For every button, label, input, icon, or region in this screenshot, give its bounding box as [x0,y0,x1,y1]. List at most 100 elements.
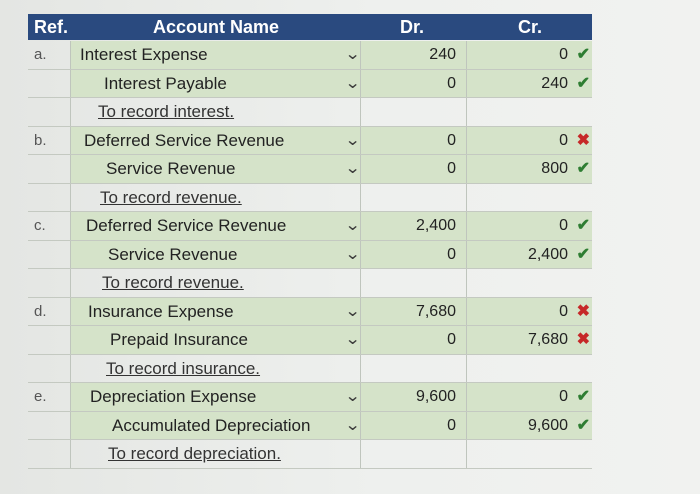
row-divider [28,97,592,98]
row-divider [28,353,592,355]
col-divider [360,269,361,297]
col-divider [70,269,71,297]
credit-input[interactable]: 9,600 [527,416,568,434]
account-select[interactable]: Deferred Service Revenue [84,130,285,150]
col-divider [70,354,71,383]
row-divider [28,467,592,469]
row-shade [70,297,592,326]
entry-ref: b. [34,131,47,149]
row-divider [28,296,592,298]
col-divider [360,240,361,269]
col-divider [360,440,361,468]
row-shade [70,326,592,354]
memo-line: To record insurance. [28,354,592,383]
row-shade [70,155,592,183]
col-divider [70,240,71,269]
debit-input[interactable]: 0 [447,160,456,177]
check-icon: ✔ [576,74,590,92]
debit-input[interactable]: 0 [447,416,456,434]
debit-input[interactable]: 9,600 [415,388,456,405]
chevron-down-icon[interactable]: ⌄ [344,388,361,405]
col-divider [466,240,467,269]
col-divider [70,126,71,155]
debit-input[interactable]: 0 [447,331,456,348]
row-shade [70,212,592,240]
table-header: Ref. Account Name Dr. Cr. [28,14,592,40]
debit-input[interactable]: 7,680 [415,302,456,320]
memo-line: To record depreciation. [28,440,592,468]
chevron-down-icon[interactable]: ⌄ [344,74,361,92]
journal-line: e. Depreciation Expense ⌄ 9,600 0 ✔ [28,383,592,411]
credit-input[interactable]: 0 [559,46,568,63]
col-divider [70,297,71,326]
cross-icon: ✖ [576,131,590,149]
entry-ref: a. [34,46,47,63]
account-select[interactable]: Deferred Service Revenue [86,216,287,235]
account-select[interactable]: Insurance Expense [88,301,234,321]
journal-line: Service Revenue ⌄ 0 2,400 ✔ [28,240,592,269]
debit-input[interactable]: 0 [447,74,456,92]
col-divider [466,354,467,383]
credit-input[interactable]: 7,680 [527,331,568,348]
cross-icon: ✖ [576,302,590,320]
account-select[interactable]: Interest Payable [104,73,227,93]
account-select[interactable]: Accumulated Depreciation [112,415,311,435]
row-shade [70,240,592,269]
row-shade [70,69,592,98]
col-divider [70,69,71,98]
account-select[interactable]: Service Revenue [108,244,238,264]
debit-input[interactable]: 240 [429,46,456,63]
col-divider [70,183,71,212]
row-divider [28,439,592,440]
col-divider [466,183,467,212]
chevron-down-icon[interactable]: ⌄ [344,46,361,63]
journal-line: Service Revenue ⌄ 0 800 ✔ [28,155,592,183]
debit-input[interactable]: 0 [447,245,456,263]
row-divider [28,382,592,383]
debit-input[interactable]: 0 [447,131,456,149]
header-ref: Ref. [34,17,69,37]
credit-input[interactable]: 240 [541,74,568,92]
chevron-down-icon[interactable]: ⌄ [344,131,361,149]
row-divider [28,239,592,241]
account-select[interactable]: Prepaid Insurance [110,330,248,349]
credit-input[interactable]: 0 [559,302,568,320]
account-select[interactable]: Depreciation Expense [90,387,257,406]
col-divider [360,212,361,240]
chevron-down-icon[interactable]: ⌄ [344,160,361,177]
credit-input[interactable]: 0 [559,388,568,405]
col-divider [466,269,467,297]
chevron-down-icon[interactable]: ⌄ [344,245,361,263]
journal-line: d. Insurance Expense ⌄ 7,680 0 ✖ [28,297,592,326]
credit-input[interactable]: 2,400 [527,245,568,263]
col-divider [360,41,361,69]
journal-line: c. Deferred Service Revenue ⌄ 2,400 0 ✔ [28,212,592,240]
credit-input[interactable]: 0 [559,131,568,149]
row-shade [70,126,592,155]
col-divider [466,383,467,411]
credit-input[interactable]: 0 [559,217,568,234]
col-divider [466,212,467,240]
col-divider [360,297,361,326]
col-divider [70,440,71,468]
col-divider [466,155,467,183]
memo-text: To record revenue. [100,187,242,207]
chevron-down-icon[interactable]: ⌄ [344,217,361,234]
account-select[interactable]: Service Revenue [106,159,236,178]
col-divider [360,98,361,126]
chevron-down-icon[interactable]: ⌄ [344,416,361,434]
chevron-down-icon[interactable]: ⌄ [344,302,361,320]
col-divider [360,183,361,212]
credit-input[interactable]: 800 [541,160,568,177]
entry-ref: e. [34,388,47,405]
row-divider [28,182,592,184]
check-icon: ✔ [576,160,590,177]
account-select[interactable]: Interest Expense [80,45,208,64]
debit-input[interactable]: 2,400 [415,217,456,234]
col-divider [70,155,71,183]
chevron-down-icon[interactable]: ⌄ [344,331,361,348]
col-divider [360,354,361,383]
col-divider [70,98,71,126]
check-icon: ✔ [576,245,590,263]
